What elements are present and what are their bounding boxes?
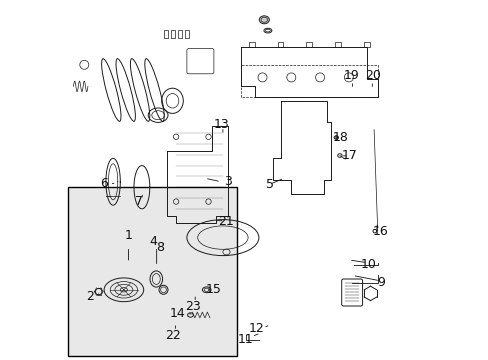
Bar bbox=[248, 42, 254, 47]
Text: 16: 16 bbox=[371, 225, 387, 238]
Text: 15: 15 bbox=[205, 283, 221, 296]
Bar bbox=[335, 42, 340, 47]
Text: 10: 10 bbox=[360, 258, 376, 271]
Text: 20: 20 bbox=[365, 69, 380, 82]
Text: 14: 14 bbox=[170, 307, 185, 320]
Ellipse shape bbox=[259, 16, 269, 24]
Text: 22: 22 bbox=[164, 329, 180, 342]
Bar bbox=[178, 30, 182, 38]
Bar bbox=[277, 42, 283, 47]
Bar bbox=[363, 42, 369, 47]
Text: 12: 12 bbox=[248, 322, 264, 335]
Text: 18: 18 bbox=[332, 131, 348, 144]
Text: 11: 11 bbox=[237, 333, 253, 346]
Bar bbox=[170, 30, 175, 38]
Bar bbox=[306, 42, 311, 47]
Bar bbox=[68, 187, 237, 356]
Text: 1: 1 bbox=[124, 229, 132, 242]
Bar bbox=[163, 30, 167, 38]
Text: 13: 13 bbox=[213, 118, 228, 131]
Text: 21: 21 bbox=[218, 215, 234, 228]
Text: 17: 17 bbox=[341, 149, 357, 162]
Text: 9: 9 bbox=[377, 276, 385, 289]
Text: 2: 2 bbox=[86, 291, 94, 303]
Text: 23: 23 bbox=[185, 300, 201, 313]
Bar bbox=[185, 30, 189, 38]
Text: 5: 5 bbox=[265, 178, 273, 191]
Text: 4: 4 bbox=[149, 235, 158, 248]
Text: 6: 6 bbox=[100, 177, 108, 190]
Text: 3: 3 bbox=[224, 175, 232, 188]
Text: 8: 8 bbox=[156, 241, 164, 254]
Text: 19: 19 bbox=[343, 69, 359, 82]
Text: 7: 7 bbox=[134, 195, 142, 208]
